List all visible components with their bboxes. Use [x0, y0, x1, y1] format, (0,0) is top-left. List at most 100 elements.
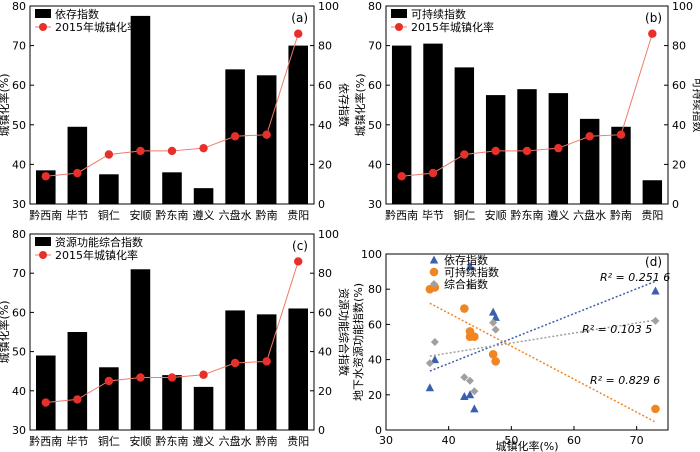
x-tick-label-2: 50: [504, 434, 518, 447]
left-tick-label-3: 60: [12, 79, 26, 92]
series-2: R² = 0.103 5 综合指数: [425, 277, 660, 396]
point-1-5: [470, 332, 479, 342]
legend-marker-0: [429, 255, 439, 264]
legend-label-1: 可持续指数: [444, 265, 499, 279]
left-tick-label-4: 70: [12, 267, 26, 280]
right-tick-label-1: 20: [318, 385, 332, 398]
y-axis-left-title: 城镇化率(%): [0, 73, 11, 136]
category-label-6: 六盘水: [573, 208, 606, 222]
bar-1: [67, 126, 88, 204]
category-label-8: 贵阳: [287, 209, 309, 222]
y-tick-label-5: 100: [361, 248, 382, 261]
x-axis-title: 城镇化率(%): [495, 439, 558, 452]
bar-6: [225, 310, 245, 430]
urbanization-point-7: [262, 357, 271, 366]
category-label-1: 毕节: [422, 209, 444, 222]
left-tick-label-5: 80: [368, 0, 382, 13]
legend-bar-swatch: [35, 237, 51, 246]
legend-label-2: 综合指数: [444, 277, 488, 291]
point-2-4: [465, 376, 474, 385]
legend-bar-swatch: [35, 9, 51, 18]
left-tick-label-3: 60: [368, 79, 382, 92]
r2-label-2: R² = 0.103 5: [582, 323, 652, 336]
y-tick-label-2: 40: [368, 354, 382, 367]
right-tick-label-2: 40: [672, 119, 686, 132]
legend-bar-label: 资源功能综合指数: [55, 235, 143, 249]
bar-4: [517, 89, 537, 204]
urbanization-point-6: [230, 132, 240, 141]
urbanization-point-5: [554, 143, 563, 153]
point-2-6: [489, 318, 498, 327]
left-tick-label-5: 80: [12, 228, 26, 241]
left-tick-label-0: 30: [12, 424, 26, 437]
bar-3: [130, 269, 151, 430]
urbanization-point-3: [136, 146, 145, 156]
right-tick-label-0: 0: [318, 424, 325, 437]
bar-7: [256, 314, 277, 430]
right-tick-label-0: 0: [672, 198, 679, 211]
category-label-4: 黔东南: [511, 208, 544, 222]
left-tick-label-2: 50: [12, 119, 26, 132]
point-1-8: [651, 404, 660, 414]
category-label-0: 黔西南: [385, 208, 418, 222]
category-label-8: 贵阳: [287, 435, 309, 448]
category-label-2: 铜仁: [98, 208, 120, 222]
category-label-7: 黔南: [256, 208, 278, 222]
point-2-1: [430, 338, 439, 346]
bar-0: [35, 355, 56, 430]
urbanization-point-3: [491, 146, 500, 156]
urbanization-point-1: [73, 168, 82, 178]
bar-8: [288, 308, 309, 430]
y-tick-label-4: 80: [368, 283, 382, 296]
panel-2: 30 40 50 60 70 80 0 20 40 60 80 100 黔西南 毕节 铜仁 安顺 黔东南 遵义 六盘…: [0, 228, 351, 448]
legend-dot-swatch: [395, 23, 403, 31]
left-tick-label-4: 70: [368, 40, 382, 53]
urbanization-point-6: [230, 358, 240, 368]
right-tick-label-5: 100: [672, 0, 693, 13]
bar-0: [35, 170, 56, 204]
point-0-3: [465, 261, 475, 270]
left-tick-label-4: 70: [12, 40, 26, 53]
right-tick-label-5: 100: [318, 0, 339, 13]
y-axis-right-title: 可持续指数: [691, 78, 700, 133]
bar-7: [611, 126, 631, 204]
urbanization-point-7: [262, 130, 271, 139]
right-tick-label-4: 80: [672, 40, 686, 53]
left-tick-label-0: 30: [12, 198, 26, 211]
y-axis-left-title: 城镇化率(%): [0, 300, 11, 363]
urbanization-point-2: [460, 150, 469, 159]
y-tick-label-0: 0: [375, 424, 382, 437]
bar-2: [454, 67, 475, 204]
bar-2: [99, 174, 119, 204]
urbanization-point-7: [616, 130, 626, 139]
legend-bar-swatch: [391, 9, 407, 18]
panel-3: 30 40 50 60 70 0 20 40 60 80 100 城镇化率(%) 地下水资源功能指数(%…: [351, 248, 670, 452]
y-axis-right-title: 资源功能综合指数: [337, 288, 351, 376]
x-tick-label-0: 30: [379, 434, 393, 447]
point-0-8: [651, 286, 660, 295]
category-label-0: 黔西南: [29, 434, 62, 448]
point-0-5: [470, 404, 479, 413]
urbanization-point-4: [522, 146, 532, 156]
point-2-7: [491, 325, 500, 334]
legend-line-label: 2015年城镇化率: [55, 20, 138, 34]
urbanization-point-0: [41, 398, 50, 407]
legend-marker-2: [430, 280, 438, 288]
urbanization-point-6: [585, 132, 594, 141]
bar-1: [67, 332, 88, 430]
point-0-7: [491, 312, 500, 321]
urbanization-point-0: [41, 172, 50, 181]
category-label-4: 黔东南: [156, 208, 189, 222]
left-tick-label-2: 50: [12, 346, 26, 359]
category-label-5: 遵义: [193, 208, 215, 222]
bar-2: [99, 367, 119, 430]
urbanization-point-2: [104, 376, 114, 386]
legend-line-label: 2015年城镇化率: [55, 248, 138, 262]
legend-dot-swatch: [39, 251, 47, 259]
category-label-7: 黔南: [610, 208, 632, 222]
point-0-1: [430, 355, 440, 364]
point-2-2: [460, 373, 469, 382]
plot-frame: [385, 253, 669, 431]
bar-1: [423, 43, 443, 205]
